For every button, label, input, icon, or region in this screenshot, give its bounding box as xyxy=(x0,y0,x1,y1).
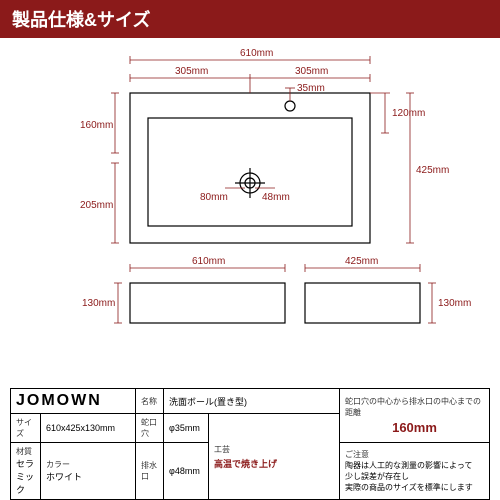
notice-label: ご注意 xyxy=(345,449,484,460)
name-label: 名称 xyxy=(141,397,157,406)
drain-value: φ48mm xyxy=(169,466,200,476)
distance-label: 蛇口穴の中心から排水口の中心までの距離 xyxy=(345,396,484,418)
dim-front-w: 610mm xyxy=(192,256,225,267)
dim-front-h: 130mm xyxy=(82,298,115,309)
dim-205: 205mm xyxy=(80,200,113,211)
drain-label: 排水口 xyxy=(141,461,157,481)
size-value: 610x425x130mm xyxy=(46,423,115,433)
dim-faucet: 35mm xyxy=(297,83,325,94)
dim-48: 48mm xyxy=(262,192,290,203)
color-value: ホワイト xyxy=(46,470,130,483)
dim-half-right: 305mm xyxy=(295,66,328,77)
name-value: 洗面ボール(置き型) xyxy=(169,397,247,407)
material-value: セラミック xyxy=(16,457,35,496)
dimension-diagram: 610mm 305mm 305mm 35mm 120mm 425mm 160mm… xyxy=(0,38,500,388)
dim-120: 120mm xyxy=(392,108,425,119)
dim-80: 80mm xyxy=(200,192,228,203)
notice-1: 陶器は人工的な測量の影響によって xyxy=(345,460,484,471)
dim-425: 425mm xyxy=(416,165,449,176)
distance-value: 160mm xyxy=(345,420,484,435)
spec-table: JOMOWN 名称 洗面ボール(置き型) 蛇口穴の中心から排水口の中心までの距離… xyxy=(10,388,490,500)
dim-half-left: 305mm xyxy=(175,66,208,77)
process-label: 工芸 xyxy=(214,444,334,455)
material-label: 材質 xyxy=(16,446,35,457)
dim-160: 160mm xyxy=(80,120,113,131)
dim-width-total: 610mm xyxy=(240,48,273,59)
process-value: 高温で焼き上げ xyxy=(214,457,334,470)
size-label: サイズ xyxy=(16,418,32,438)
dim-side-h: 130mm xyxy=(438,298,471,309)
notice-3: 実際の商品のサイズを標準にします xyxy=(345,482,484,493)
faucet-value: φ35mm xyxy=(169,423,200,433)
brand-name: JOMOWN xyxy=(11,389,136,414)
faucet-label: 蛇口穴 xyxy=(141,418,157,438)
notice-2: 少し誤差が存在し xyxy=(345,471,484,482)
header-title: 製品仕様&サイズ xyxy=(0,0,500,38)
dim-side-w: 425mm xyxy=(345,256,378,267)
color-label: カラー xyxy=(46,459,130,470)
